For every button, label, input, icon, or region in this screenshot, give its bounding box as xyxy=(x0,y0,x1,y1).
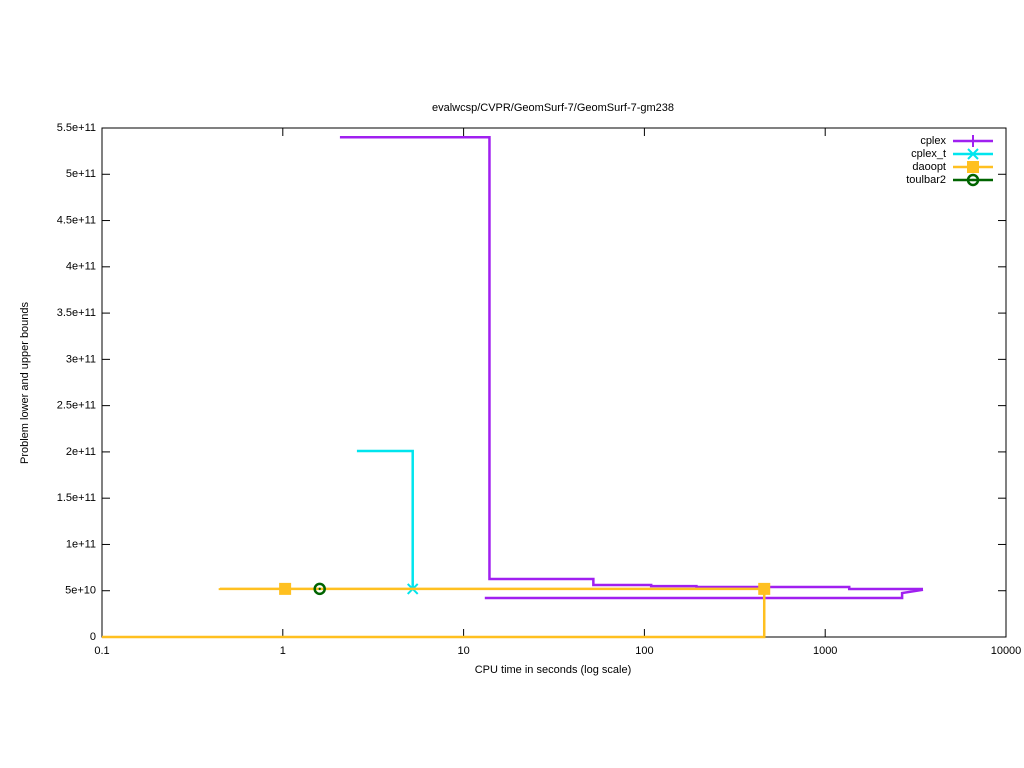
marker-shape xyxy=(318,587,321,591)
marker-shape xyxy=(967,161,979,173)
marker xyxy=(966,173,980,187)
marker-shape xyxy=(313,582,326,596)
marker xyxy=(967,135,979,147)
y-axis-label: Problem lower and upper bounds xyxy=(19,301,31,464)
marker-shape xyxy=(971,178,975,182)
marker xyxy=(313,582,326,596)
x-tick-label: 1 xyxy=(280,645,286,657)
y-tick-label: 4e+11 xyxy=(66,261,96,273)
legend-label: daoopt xyxy=(912,161,946,173)
x-tick-label: 0.1 xyxy=(94,645,109,657)
x-tick-label: 100 xyxy=(635,645,653,657)
legend-label: cplex_t xyxy=(911,148,946,160)
upper-bound-line xyxy=(218,587,765,591)
y-tick-label: 0 xyxy=(90,631,96,643)
marker-shape xyxy=(758,582,771,595)
upper-bound-line xyxy=(356,449,414,589)
x-axis-label: CPU time in seconds (log scale) xyxy=(475,664,632,676)
chart-title: evalwcsp/CVPR/GeomSurf-7/GeomSurf-7-gm23… xyxy=(432,102,674,114)
marker-shape xyxy=(967,135,979,147)
x-tick-label: 1000 xyxy=(813,645,837,657)
marker xyxy=(758,582,771,595)
plot-frame xyxy=(101,127,1007,638)
marker-shape xyxy=(279,582,292,595)
marker xyxy=(279,582,292,595)
y-tick-label: 1.5e+11 xyxy=(57,492,96,504)
y-tick-label: 3e+11 xyxy=(66,353,96,365)
lower-bound-line xyxy=(102,588,766,639)
y-tick-label: 5e+10 xyxy=(65,585,96,597)
marker xyxy=(967,148,979,160)
y-tick-label: 2e+11 xyxy=(66,446,96,458)
y-tick-label: 5e+11 xyxy=(66,168,96,180)
y-tick-label: 3.5e+11 xyxy=(57,307,96,319)
y-tick-label: 2.5e+11 xyxy=(57,400,96,412)
x-tick-label: 10000 xyxy=(991,645,1022,657)
marker-shape xyxy=(966,173,980,187)
lower-bound-line xyxy=(484,588,924,600)
y-tick-label: 1e+11 xyxy=(66,538,96,550)
marker xyxy=(967,161,979,173)
x-tick-label: 10 xyxy=(457,645,469,657)
legend-label: cplex xyxy=(920,135,946,147)
y-tick-label: 4.5e+11 xyxy=(57,214,96,226)
legend-label: toulbar2 xyxy=(906,174,946,186)
marker-shape xyxy=(967,148,979,160)
upper-bound-line xyxy=(339,136,924,591)
y-tick-label: 5.5e+11 xyxy=(57,122,96,134)
